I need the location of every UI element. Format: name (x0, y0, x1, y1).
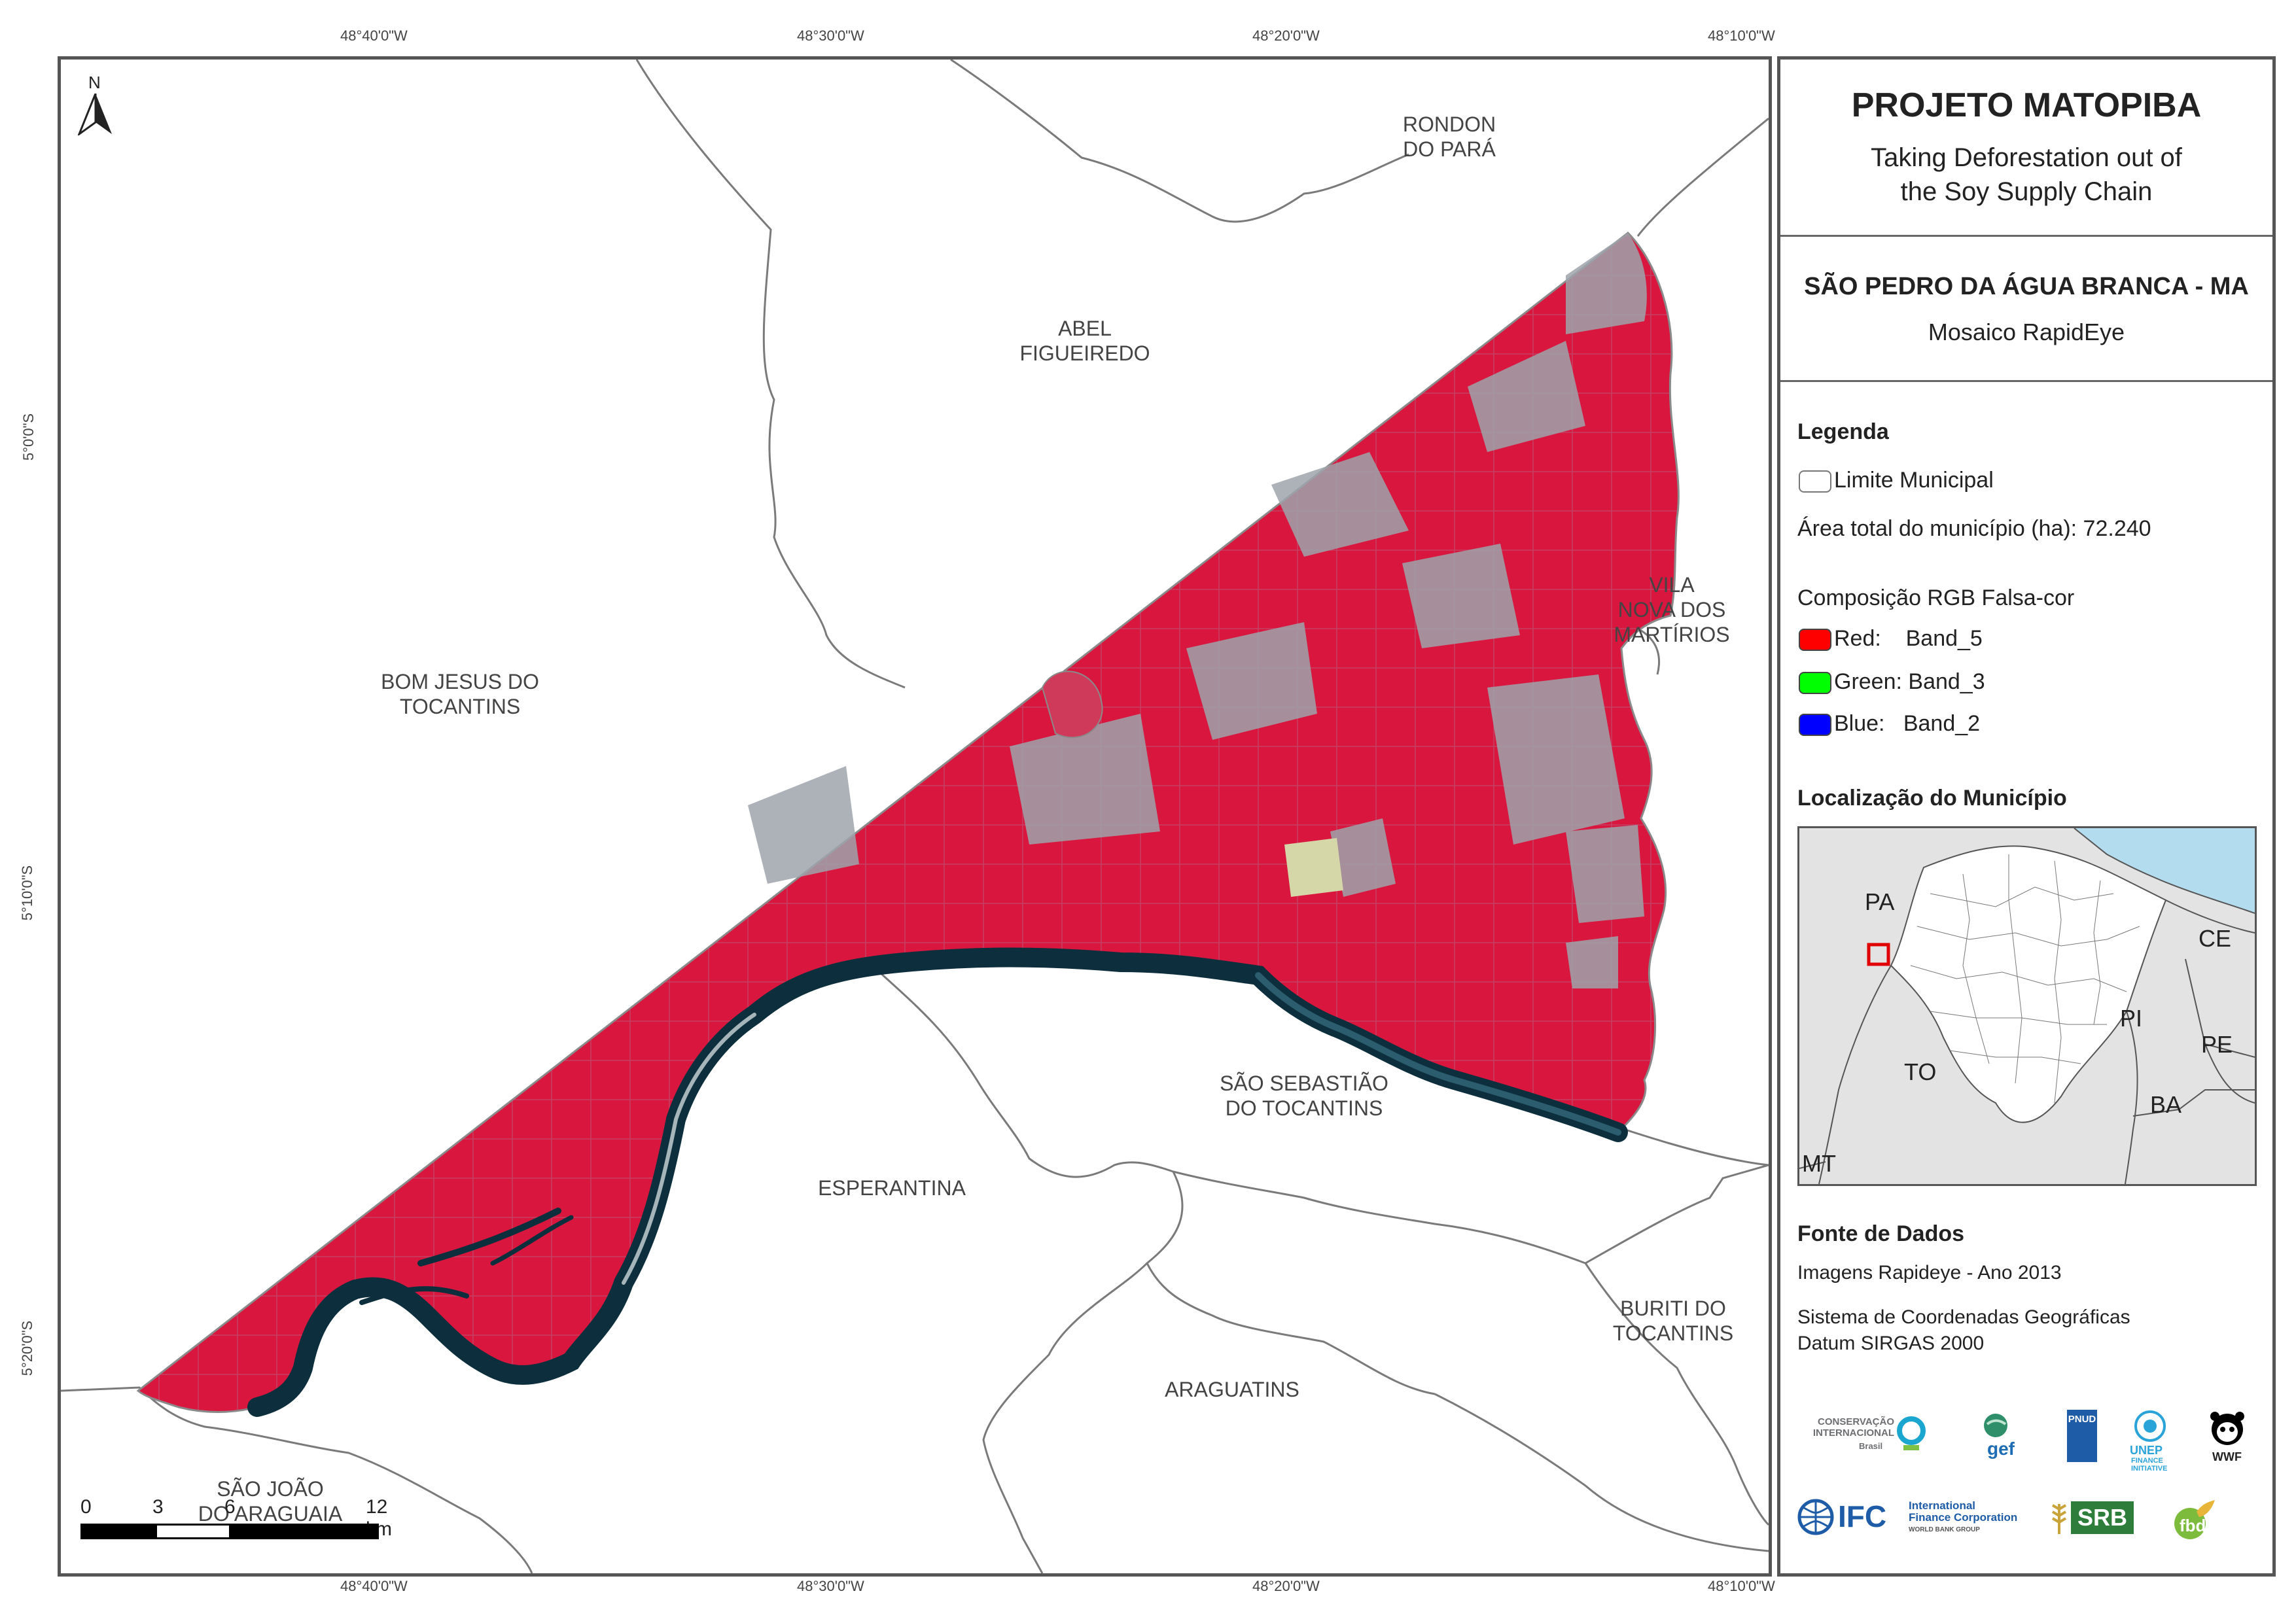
locator-map-canvas (1799, 828, 2255, 1184)
logo-wwf: WWF (2212, 1450, 2242, 1463)
logo-ci: CONSERVAÇÃO INTERNACIONAL (1812, 1416, 1894, 1439)
project-subtitle: Taking Deforestation out of the Soy Supp… (1871, 143, 2182, 206)
scale-bar-graphic (80, 1524, 379, 1539)
logo-fbds-icon (2174, 1500, 2215, 1539)
scale-tick-3: 3 (152, 1496, 164, 1518)
logo-gef-icon (1984, 1414, 2007, 1437)
green-band-label: Green: Band_3 (1834, 669, 1985, 694)
place-sao-joao: SÃO JOÃO DO ARAGUAIA (198, 1477, 343, 1526)
place-abel: ABEL FIGUEIREDO (1019, 317, 1150, 365)
mosaic-label: Mosaico RapidEye (1928, 319, 2125, 345)
green-band-swatch (1799, 672, 1831, 694)
state-pi: PI (2120, 1005, 2143, 1032)
scale-tick-0: 0 (80, 1496, 92, 1518)
sources-datum: Datum SIRGAS 2000 (1797, 1333, 1985, 1354)
coord-bottom-2: 48°30'0"W (797, 1578, 864, 1594)
red-band-swatch (1799, 629, 1831, 651)
logo-undp: PNUD (2067, 1410, 2097, 1462)
river (247, 947, 1628, 1417)
project-title: PROJETO MATOPIBA (1851, 86, 2202, 124)
coord-left-2: 5°10'0"S (19, 865, 36, 921)
logo-undp-text: PNUD (2068, 1414, 2096, 1425)
state-to: TO (1904, 1058, 1937, 1085)
place-bom-jesus: BOM JESUS DO TOCANTINS (381, 670, 539, 718)
logo-ifc-sub: International Finance Corporation (1909, 1499, 2018, 1524)
state-pa: PA (1865, 888, 1895, 915)
north-arrow-icon (78, 94, 112, 135)
boundary-label: Limite Municipal (1834, 468, 1994, 493)
logo-srb-wheat-icon (2051, 1504, 2067, 1534)
scale-bar: 0 3 6 12 km (80, 1496, 408, 1542)
coord-top-2: 48°30'0"W (797, 27, 864, 44)
locator-map: PA CE PI PE TO BA MT (1797, 826, 2257, 1186)
north-label: N (88, 73, 101, 92)
state-ba: BA (2150, 1091, 2182, 1118)
logo-fbds: fbds (2180, 1516, 2216, 1535)
logo-ci-icon (1897, 1416, 1926, 1450)
place-araguatins: ARAGUATINS (1165, 1378, 1299, 1401)
oxbow-lakes (359, 1208, 574, 1305)
sources-images: Imagens Rapideye - Ano 2013 (1797, 1262, 2062, 1283)
location-highlight (1867, 943, 1890, 966)
logo-unep-sub: FINANCE INITIATIVE (2131, 1457, 2168, 1473)
state-ce: CE (2199, 925, 2232, 952)
coord-top-3: 48°20'0"W (1252, 27, 1320, 44)
municipal-boundaries (61, 60, 1769, 1573)
coord-top-4: 48°10'0"W (1708, 27, 1775, 44)
place-sao-sebastiao: SÃO SEBASTIÃO DO TOCANTINS (1220, 1072, 1388, 1120)
legend-heading: Legenda (1797, 419, 1889, 444)
state-pe: PE (2201, 1031, 2233, 1058)
place-esperantina: ESPERANTINA (818, 1176, 966, 1200)
logo-srb: SRB (2071, 1501, 2134, 1534)
coord-left-1: 5°0'0"S (20, 413, 37, 461)
info-panel: PROJETO MATOPIBA Taking Deforestation ou… (1777, 56, 2276, 1577)
map-canvas (61, 60, 1769, 1573)
red-band-label: Red: Band_5 (1834, 626, 1983, 651)
coord-bottom-1: 48°40'0"W (340, 1578, 408, 1594)
place-rondon: RONDON DO PARÁ (1402, 113, 1496, 161)
logo-ifc: IFC (1838, 1499, 1887, 1533)
state-mt: MT (1802, 1150, 1836, 1177)
composition-label: Composição RGB Falsa-cor (1797, 585, 2075, 610)
location-heading: Localização do Município (1797, 786, 2067, 811)
municipality-imagery (136, 232, 1680, 1413)
area-label: Área total do município (ha): 72.240 (1797, 516, 2151, 541)
coord-bottom-4: 48°10'0"W (1708, 1578, 1775, 1594)
logo-gef: gef (1987, 1439, 2015, 1459)
map-frame: N RONDON DO PARÁ ABEL FIGUEIREDO BOM JES… (58, 56, 1772, 1577)
blue-band-label: Blue: Band_2 (1834, 711, 1981, 736)
logo-wwf-panda-icon (2210, 1412, 2244, 1445)
divider (1780, 380, 2272, 382)
logo-unep-icon (2134, 1410, 2166, 1442)
logo-ci-sub: Brasil (1859, 1441, 1883, 1451)
cleared-areas (748, 233, 1647, 988)
coord-bottom-3: 48°20'0"W (1252, 1578, 1320, 1594)
municipality-title: SÃO PEDRO DA ÁGUA BRANCA - MA (1804, 273, 2249, 300)
scale-tick-6: 6 (224, 1496, 236, 1518)
divider (1780, 235, 2272, 237)
coord-left-3: 5°20'0"S (19, 1320, 36, 1376)
place-vila-nova: VILA NOVA DOS MARTÍRIOS (1614, 573, 1730, 646)
north-arrow: N (78, 73, 113, 135)
logo-unep: UNEP (2130, 1444, 2163, 1457)
sources-heading: Fonte de Dados (1797, 1221, 1965, 1246)
logo-ifc-globe-icon (1797, 1499, 1834, 1535)
sources-coord-system: Sistema de Coordenadas Geográficas (1797, 1306, 2130, 1328)
blue-band-swatch (1799, 714, 1831, 736)
boundary-swatch (1799, 470, 1831, 493)
place-buriti: BURITI DO TOCANTINS (1612, 1297, 1734, 1345)
coord-top-1: 48°40'0"W (340, 27, 408, 44)
logo-ifc-sub2: WORLD BANK GROUP (1909, 1526, 1980, 1533)
